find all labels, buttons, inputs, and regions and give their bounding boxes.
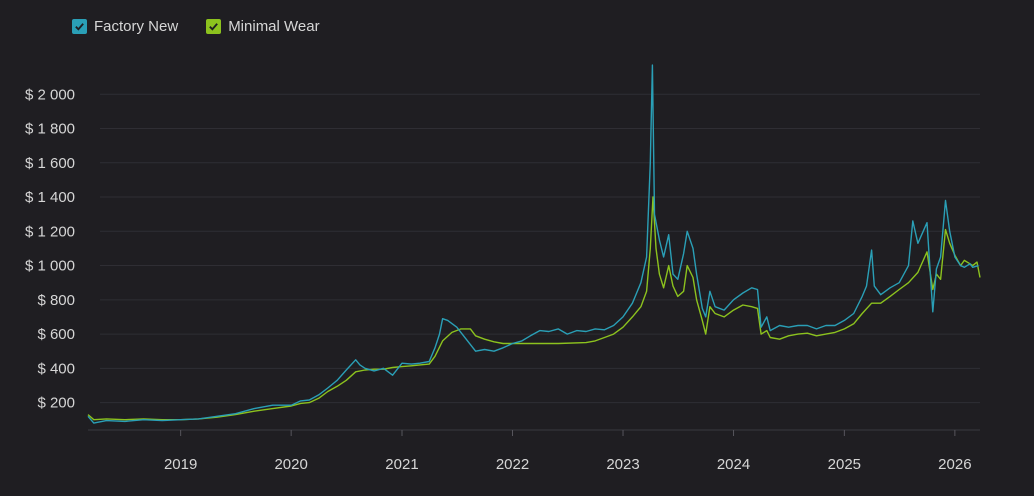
y-tick-label: $ 1 200 — [25, 223, 75, 240]
x-tick-label: 2026 — [938, 456, 971, 473]
x-tick-label: 2024 — [717, 456, 750, 473]
legend-label-minimal-wear: Minimal Wear — [228, 18, 320, 35]
legend-label-factory-new: Factory New — [94, 18, 179, 35]
chart-legend: Factory New Minimal Wear — [72, 18, 320, 35]
legend-item-minimal-wear[interactable]: Minimal Wear — [206, 18, 320, 35]
checkbox-checked-icon[interactable] — [72, 19, 87, 34]
x-tick-label: 2022 — [496, 456, 529, 473]
y-tick-label: $ 2 000 — [25, 86, 75, 103]
series-line-factory-new — [87, 64, 979, 424]
checkbox-checked-icon[interactable] — [206, 19, 222, 34]
y-tick-label: $ 1 800 — [25, 121, 75, 138]
y-tick-label: $ 1 600 — [25, 155, 75, 172]
legend-item-factory-new[interactable]: Factory New — [72, 18, 178, 35]
x-tick-label: 2019 — [164, 456, 197, 473]
y-tick-label: $ 400 — [37, 360, 75, 377]
x-tick-label: 2021 — [385, 456, 418, 473]
y-tick-label: $ 1 400 — [25, 189, 75, 206]
y-tick-label: $ 1 000 — [25, 258, 75, 275]
x-tick-label: 2020 — [274, 456, 307, 473]
x-tick-label: 2023 — [606, 456, 639, 473]
y-tick-label: $ 800 — [37, 292, 75, 309]
y-tick-label: $ 200 — [37, 395, 75, 412]
y-tick-label: $ 600 — [37, 326, 75, 343]
series-line-minimal-wear — [87, 196, 981, 421]
x-tick-label: 2025 — [828, 456, 861, 473]
